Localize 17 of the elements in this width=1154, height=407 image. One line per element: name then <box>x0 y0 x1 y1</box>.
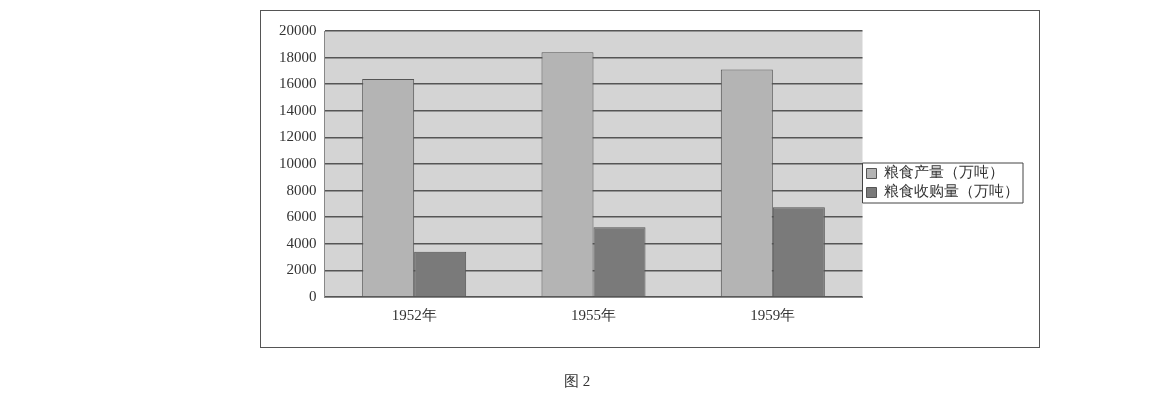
y-tick-label: 0 <box>309 287 317 304</box>
y-tick-label: 14000 <box>279 101 317 118</box>
legend-label: 粮食产量（万吨） <box>884 164 1004 181</box>
y-tick-label: 8000 <box>286 181 317 198</box>
y-tick-label: 4000 <box>286 234 317 251</box>
legend-label: 粮食收购量（万吨） <box>884 183 1019 200</box>
y-tick-label: 12000 <box>279 128 317 145</box>
y-tick-label: 10000 <box>279 154 317 171</box>
y-tick-label: 20000 <box>279 21 317 38</box>
x-tick-label: 1952年 <box>391 306 437 323</box>
x-tick-label: 1955年 <box>571 306 616 323</box>
x-tick-label: 1959年 <box>750 306 796 323</box>
y-tick-label: 16000 <box>279 75 317 92</box>
caption: 图 2 <box>562 372 592 391</box>
y-tick-label: 6000 <box>286 208 317 225</box>
y-tick-label: 2000 <box>286 261 317 278</box>
y-tick-label: 18000 <box>279 48 317 65</box>
